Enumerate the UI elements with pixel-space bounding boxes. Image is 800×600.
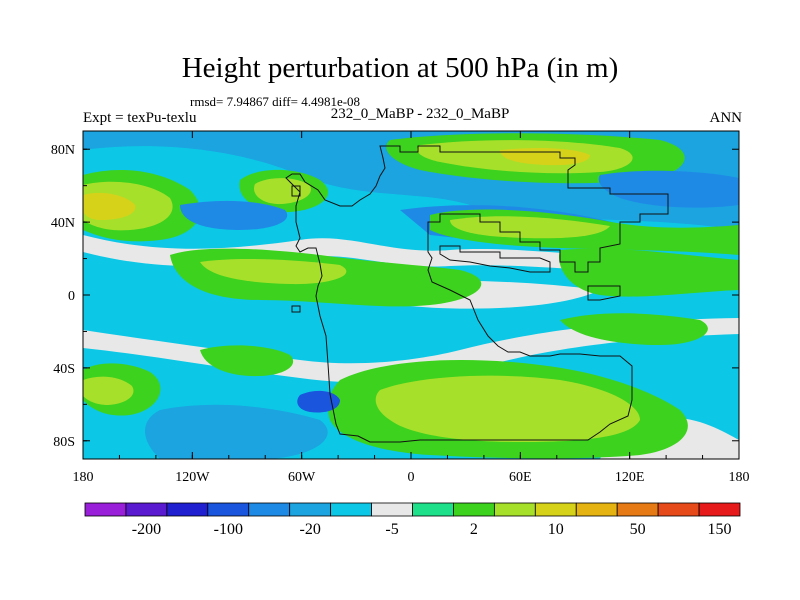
- x-tick-label: 180: [729, 470, 750, 485]
- field-yellow-north-america: [254, 178, 311, 205]
- colorbar-bin: [493, 502, 536, 517]
- colorbar-bin: [248, 502, 291, 517]
- field-blue-north-central: [180, 200, 288, 230]
- chart-title: Height perturbation at 500 hPa (in m): [181, 52, 619, 84]
- y-tick-label: 80S: [53, 435, 75, 450]
- colorbar-bin: [616, 502, 659, 517]
- y-tick-label: 40N: [51, 216, 75, 231]
- colorbar: -200 -100 -20 -5 2 10 50 150: [84, 502, 741, 538]
- x-tick-label: 120W: [175, 470, 210, 485]
- case-label: 232_0_MaBP - 232_0_MaBP: [330, 106, 510, 122]
- experiment-label: Expt = texPu-texlu: [83, 110, 197, 126]
- colorbar-label: 50: [630, 521, 646, 538]
- colorbar-bin: [453, 502, 495, 517]
- x-tick-label: 60W: [288, 470, 316, 485]
- y-tick-label: 0: [68, 289, 75, 304]
- colorbar-label: -5: [385, 521, 398, 538]
- field-blue-siberia: [598, 170, 739, 208]
- axes: 180 120W 60W 0 60E 120E 180 80N 40N 0 40S 80S: [51, 131, 750, 485]
- field-blue-south-pacific: [145, 404, 328, 459]
- y-tick-label: 80N: [51, 143, 75, 158]
- x-tick-label: 180: [73, 470, 94, 485]
- colorbar-label: 10: [548, 521, 564, 538]
- colorbar-bin: [84, 502, 127, 517]
- colorbar-label: 150: [708, 521, 732, 538]
- field-green-southeast-pacific: [200, 345, 294, 377]
- field-yellow-southwest-pacific: [83, 376, 134, 405]
- field-green-tropics-east: [559, 248, 739, 297]
- field-orange-north-pacific: [83, 192, 136, 220]
- coast-inner-basin-2: [587, 285, 621, 301]
- colorbar-label: -100: [214, 521, 243, 538]
- x-tick-label: 0: [408, 470, 415, 485]
- season-label: ANN: [709, 110, 743, 126]
- colorbar-bin: [698, 502, 741, 517]
- colorbar-bin: [412, 502, 454, 517]
- colorbar-bin: [657, 502, 700, 517]
- coastlines: [285, 145, 669, 443]
- colorbar-label: -20: [299, 521, 320, 538]
- x-tick-label: 120E: [615, 470, 645, 485]
- field-green-indian-ocean: [560, 313, 708, 345]
- colorbar-bin: [289, 502, 332, 517]
- y-tick-label: 40S: [53, 362, 75, 377]
- colorbar-bin: [534, 502, 577, 517]
- colorbar-bin: [575, 502, 618, 517]
- field-yellow-tropics-west: [200, 258, 347, 285]
- field-yellow-south-atlantic: [375, 375, 640, 442]
- field-darkblue-southeast-pacific: [297, 390, 340, 413]
- colorbar-bin: [125, 502, 168, 517]
- colorbar-bin: [330, 502, 372, 517]
- colorbar-bin: [166, 502, 209, 517]
- coast-americas-africa: [285, 145, 669, 443]
- x-tick-label: 60E: [509, 470, 532, 485]
- colorbar-label: 2: [470, 521, 478, 538]
- coast-island-2: [291, 185, 301, 197]
- coast-island-1: [291, 305, 301, 313]
- colorbar-bin: [371, 502, 413, 517]
- colorbar-bin: [207, 502, 250, 517]
- colorbar-label: -200: [132, 521, 161, 538]
- contour-fields: [83, 131, 739, 459]
- stats-text: rmsd= 7.94867 diff= 4.4981e-08: [190, 94, 361, 109]
- coast-inner-basin-1: [439, 245, 551, 273]
